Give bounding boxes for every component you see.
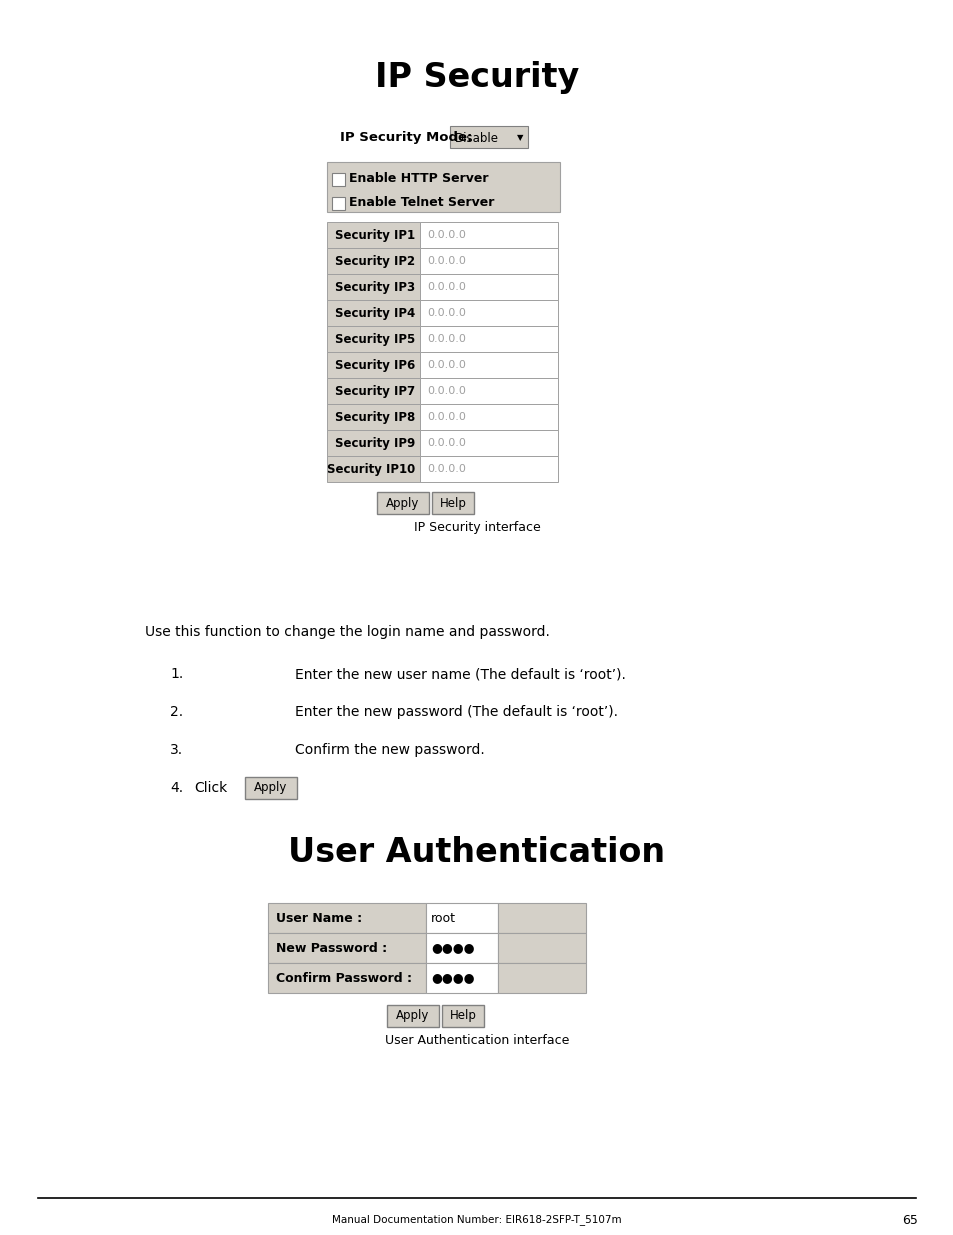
Text: 0.0.0.0: 0.0.0.0	[427, 464, 465, 474]
FancyBboxPatch shape	[245, 777, 296, 799]
FancyBboxPatch shape	[376, 492, 429, 514]
FancyBboxPatch shape	[327, 456, 419, 482]
FancyBboxPatch shape	[327, 404, 419, 430]
Text: Confirm the new password.: Confirm the new password.	[294, 743, 484, 757]
Text: Security IP1: Security IP1	[335, 228, 415, 242]
Text: Security IP8: Security IP8	[335, 410, 415, 424]
Text: Security IP10: Security IP10	[327, 462, 415, 475]
Text: 2.: 2.	[170, 705, 183, 719]
FancyBboxPatch shape	[419, 326, 558, 352]
Text: 0.0.0.0: 0.0.0.0	[427, 333, 465, 345]
FancyBboxPatch shape	[419, 248, 558, 274]
FancyBboxPatch shape	[268, 903, 426, 932]
FancyBboxPatch shape	[387, 1005, 438, 1028]
Text: Security IP7: Security IP7	[335, 384, 415, 398]
Text: Use this function to change the login name and password.: Use this function to change the login na…	[145, 625, 549, 638]
Text: 0.0.0.0: 0.0.0.0	[427, 387, 465, 396]
FancyBboxPatch shape	[419, 274, 558, 300]
FancyBboxPatch shape	[450, 126, 527, 148]
Text: Enter the new user name (The default is ‘root’).: Enter the new user name (The default is …	[294, 667, 625, 680]
Text: User Name :: User Name :	[275, 911, 362, 925]
FancyBboxPatch shape	[327, 248, 419, 274]
FancyBboxPatch shape	[419, 378, 558, 404]
Text: Click: Click	[193, 781, 227, 795]
FancyBboxPatch shape	[497, 963, 585, 993]
Text: Manual Documentation Number: EIR618-2SFP-T_5107m: Manual Documentation Number: EIR618-2SFP…	[332, 1214, 621, 1225]
Text: Apply: Apply	[386, 496, 419, 510]
FancyBboxPatch shape	[332, 173, 345, 186]
FancyBboxPatch shape	[268, 963, 426, 993]
Text: 0.0.0.0: 0.0.0.0	[427, 308, 465, 317]
Text: Disable: Disable	[455, 131, 498, 144]
Text: Security IP2: Security IP2	[335, 254, 415, 268]
FancyBboxPatch shape	[327, 162, 559, 212]
Text: 3.: 3.	[170, 743, 183, 757]
Text: 65: 65	[902, 1214, 917, 1226]
FancyBboxPatch shape	[426, 932, 497, 963]
Text: New Password :: New Password :	[275, 941, 387, 955]
Text: 0.0.0.0: 0.0.0.0	[427, 256, 465, 266]
Text: 0.0.0.0: 0.0.0.0	[427, 412, 465, 422]
Text: 0.0.0.0: 0.0.0.0	[427, 359, 465, 370]
FancyBboxPatch shape	[419, 430, 558, 456]
Text: 0.0.0.0: 0.0.0.0	[427, 282, 465, 291]
FancyBboxPatch shape	[419, 300, 558, 326]
Text: Enable HTTP Server: Enable HTTP Server	[349, 173, 488, 185]
FancyBboxPatch shape	[497, 932, 585, 963]
FancyBboxPatch shape	[327, 300, 419, 326]
Text: Help: Help	[449, 1009, 476, 1023]
Text: IP Security: IP Security	[375, 62, 578, 95]
FancyBboxPatch shape	[432, 492, 474, 514]
FancyBboxPatch shape	[441, 1005, 483, 1028]
FancyBboxPatch shape	[327, 378, 419, 404]
Text: Confirm Password :: Confirm Password :	[275, 972, 412, 984]
Text: Apply: Apply	[395, 1009, 429, 1023]
Text: Security IP3: Security IP3	[335, 280, 415, 294]
Text: Security IP5: Security IP5	[335, 332, 415, 346]
Text: 0.0.0.0: 0.0.0.0	[427, 438, 465, 448]
FancyBboxPatch shape	[426, 963, 497, 993]
Text: IP Security Mode:: IP Security Mode:	[339, 131, 472, 144]
Text: 1.: 1.	[170, 667, 183, 680]
FancyBboxPatch shape	[327, 430, 419, 456]
FancyBboxPatch shape	[426, 903, 497, 932]
FancyBboxPatch shape	[327, 274, 419, 300]
Text: Help: Help	[439, 496, 466, 510]
Text: ●●●●: ●●●●	[431, 972, 474, 984]
Text: Enable Telnet Server: Enable Telnet Server	[349, 196, 494, 210]
Text: Enter the new password (The default is ‘root’).: Enter the new password (The default is ‘…	[294, 705, 618, 719]
FancyBboxPatch shape	[327, 326, 419, 352]
Text: Security IP4: Security IP4	[335, 306, 415, 320]
Text: User Authentication interface: User Authentication interface	[384, 1035, 569, 1047]
Text: ●●●●: ●●●●	[431, 941, 474, 955]
FancyBboxPatch shape	[268, 932, 426, 963]
FancyBboxPatch shape	[419, 352, 558, 378]
FancyBboxPatch shape	[419, 222, 558, 248]
Text: IP Security interface: IP Security interface	[414, 521, 539, 535]
Text: Security IP6: Security IP6	[335, 358, 415, 372]
Text: 4.: 4.	[170, 781, 183, 795]
FancyBboxPatch shape	[497, 903, 585, 932]
FancyBboxPatch shape	[327, 352, 419, 378]
Text: Security IP9: Security IP9	[335, 436, 415, 450]
Text: ▼: ▼	[517, 133, 522, 142]
FancyBboxPatch shape	[332, 198, 345, 210]
Text: User Authentication: User Authentication	[288, 836, 665, 869]
Text: root: root	[431, 911, 456, 925]
FancyBboxPatch shape	[419, 456, 558, 482]
FancyBboxPatch shape	[419, 404, 558, 430]
FancyBboxPatch shape	[327, 222, 419, 248]
Text: Apply: Apply	[254, 782, 288, 794]
Text: 0.0.0.0: 0.0.0.0	[427, 230, 465, 240]
